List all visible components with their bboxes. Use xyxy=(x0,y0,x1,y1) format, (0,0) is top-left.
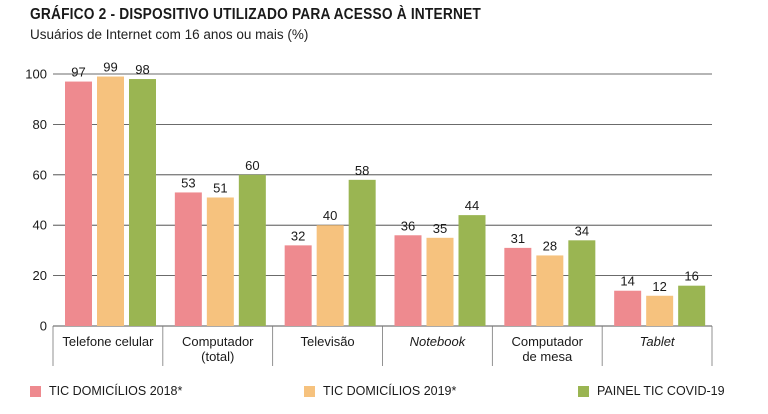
legend-item-2018: TIC DOMICÍLIOS 2018* xyxy=(30,381,182,401)
bar xyxy=(678,285,706,326)
data-label: 32 xyxy=(291,228,305,243)
y-tick-label: 0 xyxy=(40,319,47,334)
legend-swatch-2019 xyxy=(304,385,315,397)
bar xyxy=(129,79,156,326)
data-label: 40 xyxy=(323,208,337,223)
data-label: 98 xyxy=(135,62,149,77)
category-label: Televisão xyxy=(300,334,354,349)
bar xyxy=(65,81,92,326)
data-label: 16 xyxy=(684,269,698,284)
bar xyxy=(394,235,422,326)
data-label: 44 xyxy=(465,198,479,213)
category-label: Tablet xyxy=(640,334,676,349)
legend-label-2019: TIC DOMICÍLIOS 2019* xyxy=(323,384,457,398)
data-label: 97 xyxy=(71,65,85,80)
data-label: 31 xyxy=(511,231,525,246)
y-tick-label: 60 xyxy=(33,167,47,182)
data-label: 53 xyxy=(181,175,195,190)
data-label: 12 xyxy=(652,279,666,294)
legend-swatch-covid xyxy=(578,385,589,397)
bar xyxy=(238,174,266,326)
category-label: Telefone celular xyxy=(62,334,154,349)
bar xyxy=(206,197,234,326)
y-tick-label: 40 xyxy=(33,218,47,233)
bar xyxy=(504,247,532,326)
data-label: 14 xyxy=(620,274,634,289)
legend-item-2019: TIC DOMICÍLIOS 2019* xyxy=(304,381,456,401)
data-label: 35 xyxy=(433,221,447,236)
bar xyxy=(97,76,124,327)
data-label: 60 xyxy=(245,158,259,173)
bar xyxy=(536,255,564,326)
category-label: Notebook xyxy=(410,334,467,349)
y-tick-label: 20 xyxy=(33,268,47,283)
bar xyxy=(426,237,454,326)
bar xyxy=(614,290,642,326)
chart-title: GRÁFICO 2 - DISPOSITIVO UTILIZADO PARA A… xyxy=(30,6,482,23)
category-label: Computador xyxy=(182,334,254,349)
y-tick-label: 100 xyxy=(25,67,47,82)
category-label: (total) xyxy=(201,349,234,364)
legend-swatch-2018 xyxy=(30,385,41,397)
chart-subtitle: Usuários de Internet com 16 anos ou mais… xyxy=(30,27,309,42)
data-label: 36 xyxy=(401,218,415,233)
category-label: de mesa xyxy=(522,349,573,364)
legend-label-covid: PAINEL TIC COVID-19 xyxy=(597,384,725,398)
data-label: 34 xyxy=(575,223,589,238)
bar xyxy=(284,245,312,326)
data-label: 28 xyxy=(543,238,557,253)
bar xyxy=(316,225,344,326)
bar xyxy=(348,179,376,326)
bar xyxy=(458,215,486,326)
category-label: Computador xyxy=(511,334,583,349)
legend-label-2018: TIC DOMICÍLIOS 2018* xyxy=(49,384,183,398)
legend-item-covid: PAINEL TIC COVID-19 xyxy=(578,381,725,401)
data-label: 99 xyxy=(103,60,117,75)
data-label: 51 xyxy=(213,180,227,195)
data-label: 58 xyxy=(355,163,369,178)
bar xyxy=(174,192,202,326)
y-tick-label: 80 xyxy=(33,117,47,132)
bar xyxy=(568,240,596,326)
bar xyxy=(646,295,674,326)
